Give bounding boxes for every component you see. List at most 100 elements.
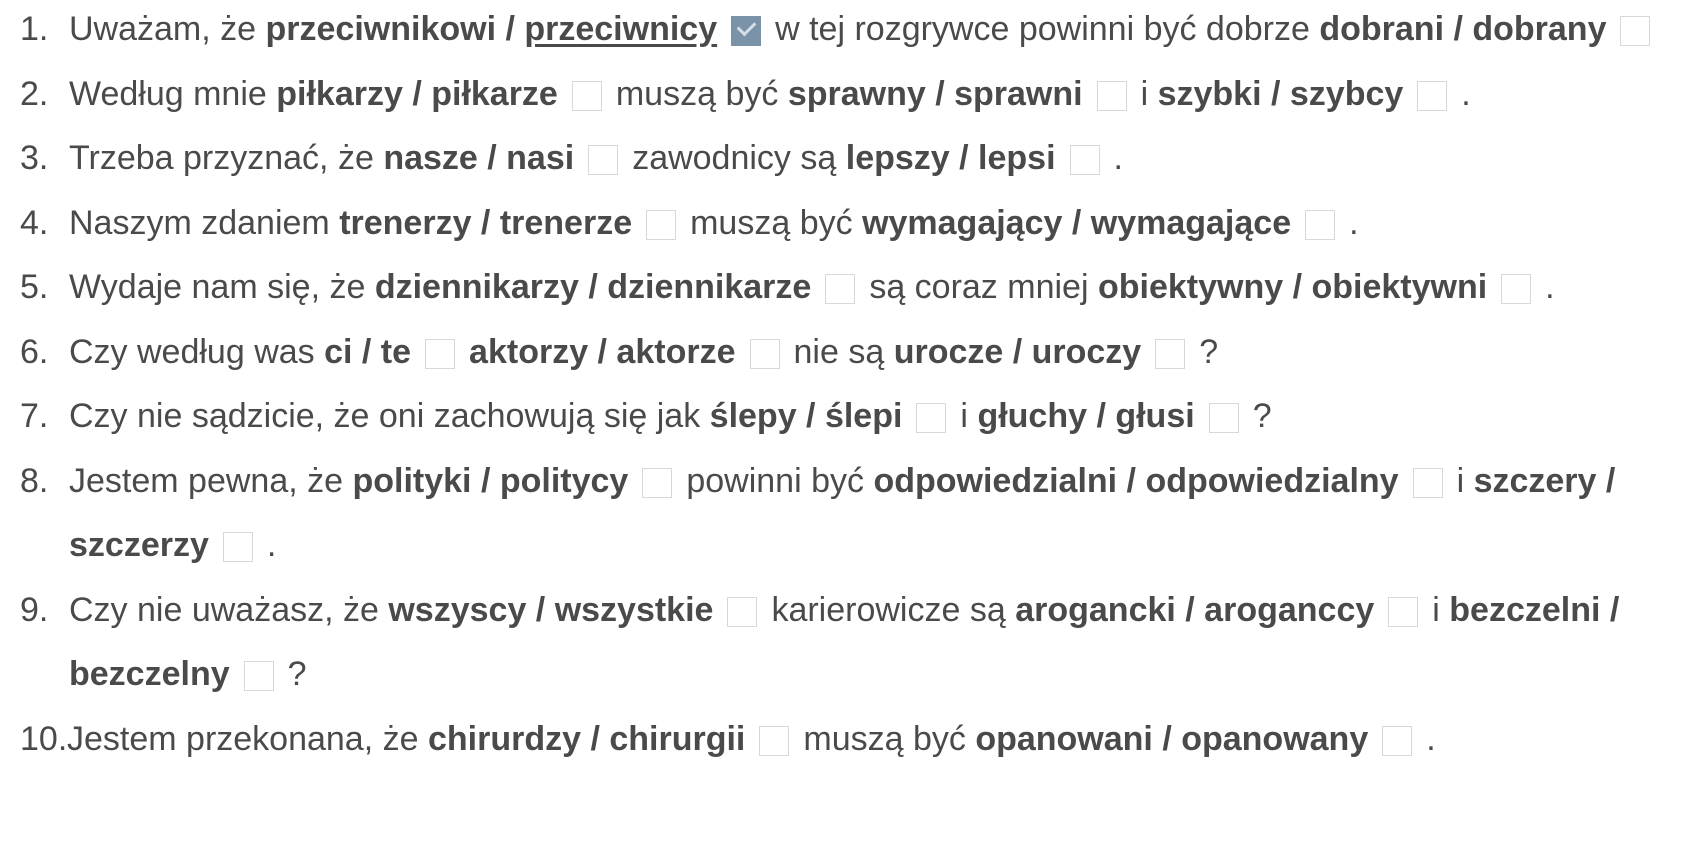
- exercise-item-3: 3. Trzeba przyznać, że nasze / nasi zawodn…: [20, 123, 1672, 193]
- sentence-end: .: [1113, 139, 1123, 177]
- checkbox[interactable]: [1382, 726, 1413, 756]
- sentence-text: Naszym zdaniem: [69, 204, 330, 242]
- sentence-text: Jestem pewna, że: [69, 462, 344, 500]
- checkbox[interactable]: [1620, 16, 1651, 46]
- checkmark-icon: [736, 16, 757, 37]
- sentence-text: Czy według was: [69, 333, 315, 371]
- sentence-text: Czy nie uważasz, że: [69, 591, 379, 629]
- exercise-item-1: 1. Uważam, że przeciwnikowi / przeciwnicy…: [20, 0, 1672, 64]
- choice-options: aktorzy / aktorze: [469, 333, 736, 371]
- sentence-text: i: [1140, 75, 1149, 113]
- checkbox[interactable]: [642, 468, 673, 498]
- choice-options: polityki / politycy: [352, 462, 629, 500]
- checkbox[interactable]: [1155, 339, 1186, 369]
- choice-options: bezczelny: [69, 655, 230, 693]
- choice-options: urocze / uroczy: [893, 333, 1142, 371]
- sentence-text: zawodnicy są: [632, 139, 837, 177]
- choice-options: przeciwnikowi /: [265, 10, 515, 48]
- sentence-text: są coraz mniej: [869, 268, 1089, 306]
- choice-options: obiektywny / obiektywni: [1097, 268, 1488, 306]
- sentence-end: .: [1545, 268, 1555, 306]
- item-number: 1.: [20, 10, 49, 48]
- choice-options: ślepy / ślepi: [709, 397, 903, 435]
- choice-options: odpowiedzialni / odpowiedzialny: [873, 462, 1399, 500]
- choice-options: szczery /: [1473, 462, 1616, 500]
- choice-options: nasze / nasi: [383, 139, 575, 177]
- checkbox[interactable]: [1388, 597, 1419, 627]
- checkbox[interactable]: [727, 597, 758, 627]
- checkbox[interactable]: [825, 274, 856, 304]
- sentence-end: ?: [1252, 397, 1272, 435]
- exercise-item-8: 8. Jestem pewna, że polityki / politycy po…: [20, 446, 1672, 516]
- choice-options: trenerzy / trenerze: [339, 204, 633, 242]
- exercise-item-6: 6. Czy według was ci / te aktorzy / aktorz…: [20, 317, 1672, 387]
- choice-options: chirurdzy / chirurgii: [427, 720, 746, 758]
- checkbox[interactable]: [749, 339, 780, 369]
- sentence-end: .: [1426, 720, 1436, 758]
- choice-options: dziennikarzy / dziennikarze: [374, 268, 812, 306]
- sentence-text: karierowicze są: [771, 591, 1006, 629]
- selected-choice[interactable]: przeciwnicy: [524, 10, 718, 48]
- checkbox[interactable]: [425, 339, 456, 369]
- sentence-end: ?: [287, 655, 307, 693]
- sentence-text: i: [960, 397, 968, 435]
- choice-options: głuchy / głusi: [977, 397, 1195, 435]
- choice-options: dobrani / dobrany: [1319, 10, 1607, 48]
- item-number: 5.: [20, 268, 49, 306]
- item-number: 9.: [20, 591, 49, 629]
- choice-options: arogancki / aroganccy: [1015, 591, 1375, 629]
- sentence-text: Czy nie sądzicie, że oni zachowują się j…: [69, 397, 701, 435]
- sentence-end: ?: [1199, 333, 1219, 371]
- sentence-text: muszą być: [803, 720, 966, 758]
- item-number: 3.: [20, 139, 49, 177]
- checkbox[interactable]: [759, 726, 790, 756]
- exercise-item-4: 4. Naszym zdaniem trenerzy / trenerze musz…: [20, 188, 1672, 258]
- checkbox[interactable]: [646, 210, 677, 240]
- sentence-text: Uważam, że: [69, 10, 257, 48]
- choice-options: wymagający / wymagające: [862, 204, 1292, 242]
- checkbox[interactable]: [1412, 468, 1443, 498]
- sentence-text: Trzeba przyznać, że: [69, 139, 374, 177]
- checkbox[interactable]: [588, 145, 619, 175]
- item-number: 8.: [20, 462, 49, 500]
- choice-options: ci / te: [324, 333, 412, 371]
- item-number: 2.: [20, 75, 49, 113]
- item-number: 10.: [20, 720, 68, 758]
- checkbox[interactable]: [1305, 210, 1336, 240]
- sentence-text: Jestem przekonana, że: [67, 720, 419, 758]
- sentence-text: muszą być: [690, 204, 853, 242]
- checkbox[interactable]: [1417, 81, 1448, 111]
- exercise-item-9-continued: bezczelny?: [20, 639, 1672, 709]
- choice-options: szybki / szybcy: [1157, 75, 1404, 113]
- sentence-end: .: [266, 526, 277, 564]
- checkbox[interactable]: [1501, 274, 1532, 304]
- checkbox[interactable]: [571, 81, 602, 111]
- choice-options: lepszy / lepsi: [845, 139, 1056, 177]
- exercise-item-10: 10.Jestem przekonana, że chirurdzy / chi…: [20, 704, 1672, 774]
- choice-options: wszyscy / wszystkie: [388, 591, 714, 629]
- exercise-item-5: 5. Wydaje nam się, że dziennikarzy / dzie…: [20, 252, 1672, 322]
- exercise-item-9: 9. Czy nie uważasz, że wszyscy / wszystki…: [20, 575, 1672, 645]
- sentence-text: Wydaje nam się, że: [69, 268, 366, 306]
- sentence-text: nie są: [793, 333, 885, 371]
- exercise-item-8-continued: szczerzy.: [20, 510, 1672, 580]
- checkbox[interactable]: [1096, 81, 1127, 111]
- sentence-text: Według mnie: [69, 75, 267, 113]
- sentence-end: .: [1349, 204, 1359, 242]
- sentence-text: powinni być: [686, 462, 864, 500]
- exercise-item-2: 2. Według mnie piłkarzy / piłkarze muszą b…: [20, 59, 1672, 129]
- sentence-text: i: [1432, 591, 1440, 629]
- choice-options: sprawny / sprawni: [787, 75, 1083, 113]
- choice-options: piłkarzy / piłkarze: [276, 75, 558, 113]
- checkbox[interactable]: [222, 532, 253, 562]
- choice-options: opanowani / opanowany: [975, 720, 1369, 758]
- sentence-text: w tej rozgrywce powinni być dobrze: [775, 10, 1310, 48]
- choice-options: bezczelni /: [1449, 591, 1620, 629]
- sentence-end: .: [1461, 75, 1471, 113]
- checkbox-checked[interactable]: [731, 16, 762, 46]
- checkbox[interactable]: [1208, 403, 1239, 433]
- checkbox[interactable]: [243, 661, 274, 691]
- checkbox[interactable]: [1069, 145, 1100, 175]
- checkbox[interactable]: [916, 403, 947, 433]
